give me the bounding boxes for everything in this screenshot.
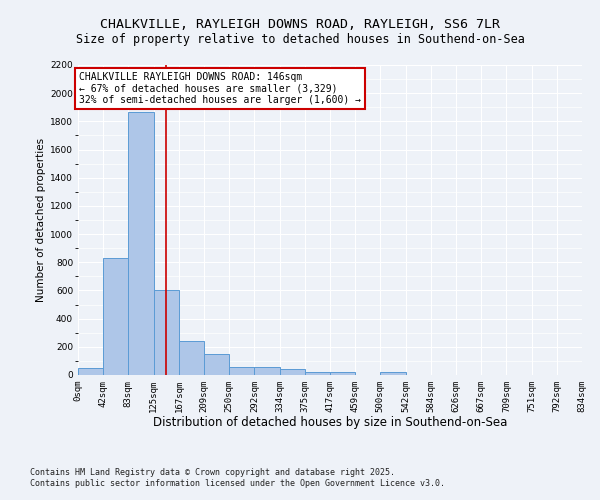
Bar: [280, 370, 305, 375]
Bar: [154, 290, 179, 375]
Text: Size of property relative to detached houses in Southend-on-Sea: Size of property relative to detached ho…: [76, 32, 524, 46]
Bar: [103, 258, 128, 375]
Y-axis label: Number of detached properties: Number of detached properties: [36, 138, 46, 302]
Bar: [380, 372, 406, 375]
Bar: [205, 354, 229, 375]
Bar: [78, 368, 103, 375]
Text: CHALKVILLE, RAYLEIGH DOWNS ROAD, RAYLEIGH, SS6 7LR: CHALKVILLE, RAYLEIGH DOWNS ROAD, RAYLEIG…: [100, 18, 500, 30]
Text: CHALKVILLE RAYLEIGH DOWNS ROAD: 146sqm
← 67% of detached houses are smaller (3,3: CHALKVILLE RAYLEIGH DOWNS ROAD: 146sqm ←…: [79, 72, 361, 105]
Bar: [254, 367, 280, 375]
Text: Contains HM Land Registry data © Crown copyright and database right 2025.
Contai: Contains HM Land Registry data © Crown c…: [30, 468, 445, 487]
X-axis label: Distribution of detached houses by size in Southend-on-Sea: Distribution of detached houses by size …: [153, 416, 507, 430]
Bar: [128, 112, 154, 375]
Bar: [305, 372, 330, 375]
Bar: [330, 372, 355, 375]
Bar: [179, 341, 205, 375]
Bar: [229, 366, 254, 375]
